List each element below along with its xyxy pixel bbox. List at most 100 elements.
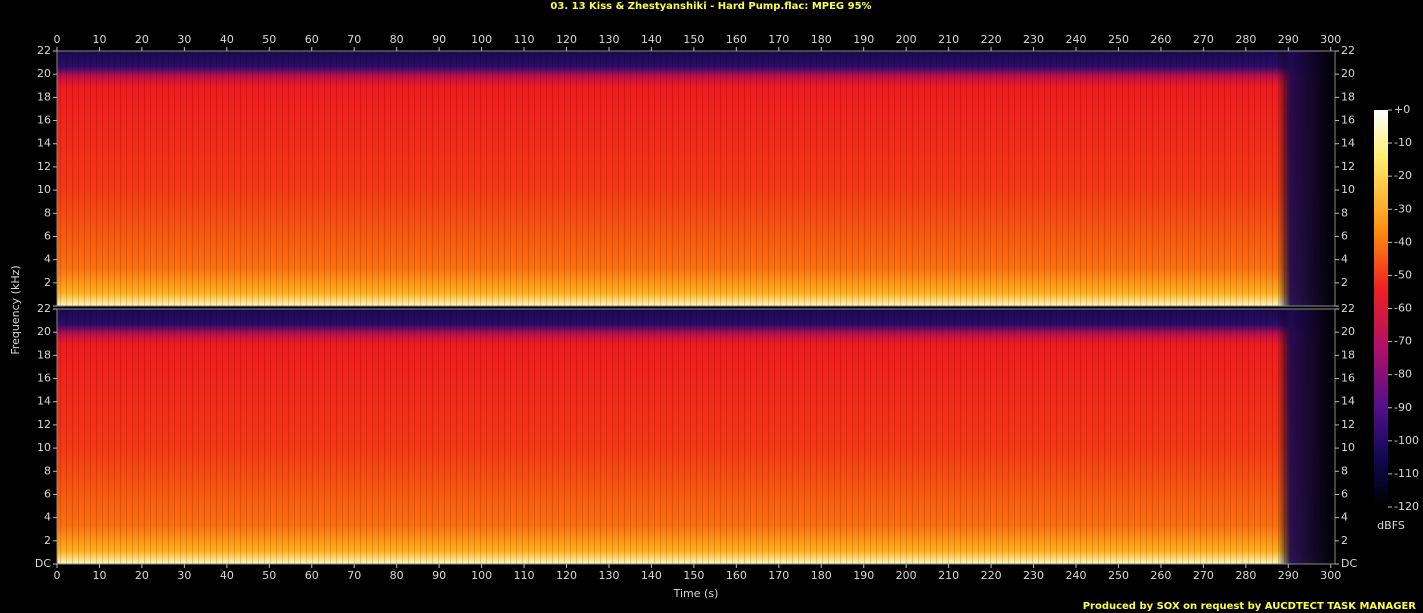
x-tick-label: 230 <box>1023 33 1044 46</box>
panel-frame <box>56 50 1336 307</box>
y-tick-label: 22 <box>1341 302 1355 315</box>
x-tick-label: 190 <box>853 569 874 582</box>
x-tick-label: 70 <box>347 569 361 582</box>
x-tick-label: 190 <box>853 33 874 46</box>
y-tick-label: 4 <box>1341 253 1348 266</box>
colorbar-tick-label: -60 <box>1394 302 1412 315</box>
x-tick-label: 50 <box>262 569 276 582</box>
colorbar <box>1374 110 1388 507</box>
x-tick-label: 100 <box>471 569 492 582</box>
y-tick-label: 14 <box>37 137 51 150</box>
colorbar-tick-label: -70 <box>1394 335 1412 348</box>
x-tick-label: 210 <box>938 33 959 46</box>
colorbar-tick-label: -80 <box>1394 368 1412 381</box>
x-tick-label: 90 <box>432 569 446 582</box>
x-tick-label: 150 <box>683 569 704 582</box>
x-tick-label: 0 <box>54 33 61 46</box>
x-tick-label: 230 <box>1023 569 1044 582</box>
y-tick-label: 8 <box>44 464 51 477</box>
x-tick-label: 80 <box>390 33 404 46</box>
x-tick-label: 10 <box>92 569 106 582</box>
y-tick-label: 22 <box>37 44 51 57</box>
y-tick-label: 20 <box>1341 325 1355 338</box>
x-tick-label: 240 <box>1066 33 1087 46</box>
x-tick-label: 70 <box>347 33 361 46</box>
x-tick-label: 270 <box>1193 33 1214 46</box>
colorbar-tick-label: -10 <box>1394 136 1412 149</box>
spectrogram-fade <box>57 309 1335 564</box>
y-tick-label: 12 <box>37 418 51 431</box>
x-tick-label: 260 <box>1150 33 1171 46</box>
x-tick-label: 160 <box>726 569 747 582</box>
x-tick-label: 250 <box>1108 33 1129 46</box>
y-tick-label: 2 <box>1341 534 1348 547</box>
y-tick-label: 4 <box>1341 511 1348 524</box>
x-tick-label: 110 <box>514 569 535 582</box>
y-tick-label: 22 <box>37 302 51 315</box>
colorbar-tick-label: -110 <box>1394 467 1419 480</box>
x-tick-label: 250 <box>1108 569 1129 582</box>
x-tick-label: 260 <box>1150 569 1171 582</box>
x-tick-label: 150 <box>683 33 704 46</box>
x-tick-label: 120 <box>556 569 577 582</box>
y-tick-label: 14 <box>1341 137 1355 150</box>
x-tick-label: 90 <box>432 33 446 46</box>
x-tick-label: 20 <box>135 33 149 46</box>
y-tick-label: 16 <box>1341 114 1355 127</box>
y-tick-label: 20 <box>37 325 51 338</box>
x-tick-label: 200 <box>896 569 917 582</box>
x-tick-label: 220 <box>981 33 1002 46</box>
y-tick-label: 16 <box>37 372 51 385</box>
x-tick-label: 40 <box>220 33 234 46</box>
y-tick-label: 6 <box>1341 487 1348 500</box>
y-tick-label: 8 <box>1341 464 1348 477</box>
x-tick-label: 170 <box>768 33 789 46</box>
colorbar-tick-label: -90 <box>1394 401 1412 414</box>
colorbar-tick-label: -30 <box>1394 202 1412 215</box>
x-tick-label: 300 <box>1320 569 1341 582</box>
x-tick-label: 130 <box>598 33 619 46</box>
footer: Produced by SOX on request by AUCDTECT T… <box>1083 601 1417 612</box>
y-tick-label: 16 <box>1341 372 1355 385</box>
colorbar-tick-label: -120 <box>1394 500 1419 513</box>
x-tick-label: 220 <box>981 569 1002 582</box>
x-tick-label: 110 <box>514 33 535 46</box>
y-tick-label: 6 <box>44 487 51 500</box>
y-tick-label: 12 <box>1341 160 1355 173</box>
panel-frame <box>56 308 1336 565</box>
x-tick-label: 140 <box>641 33 662 46</box>
y-tick-label: 6 <box>44 229 51 242</box>
x-tick-label: 10 <box>92 33 106 46</box>
y-tick-label: 14 <box>1341 395 1355 408</box>
y-tick-label: 12 <box>1341 418 1355 431</box>
x-tick-label: 30 <box>177 33 191 46</box>
x-tick-label: 40 <box>220 569 234 582</box>
x-tick-label: 170 <box>768 569 789 582</box>
colorbar-label: dBFS <box>1377 519 1405 532</box>
y-tick-label: 22 <box>1341 44 1355 57</box>
x-tick-label: 290 <box>1278 569 1299 582</box>
y-tick-label: 18 <box>1341 348 1355 361</box>
y-tick-label: 18 <box>1341 90 1355 103</box>
y-tick-label: 10 <box>1341 441 1355 454</box>
x-tick-label: 0 <box>54 569 61 582</box>
y-tick-label: DC <box>1341 557 1357 570</box>
chart-title: 03. 13 Kiss & Zhestyanshiki - Hard Pump.… <box>550 1 871 12</box>
y-tick-label: 18 <box>37 90 51 103</box>
x-tick-label: 100 <box>471 33 492 46</box>
x-tick-label: 240 <box>1066 569 1087 582</box>
x-tick-label: 300 <box>1320 33 1341 46</box>
y-tick-label: 4 <box>44 253 51 266</box>
y-tick-label: 20 <box>37 67 51 80</box>
y-tick-label: 12 <box>37 160 51 173</box>
y-tick-label: 2 <box>44 534 51 547</box>
x-tick-label: 20 <box>135 569 149 582</box>
spectrogram-fade <box>57 51 1335 306</box>
x-tick-label: 140 <box>641 569 662 582</box>
x-tick-label: 160 <box>726 33 747 46</box>
y-tick-label: 18 <box>37 348 51 361</box>
y-tick-label: 10 <box>1341 183 1355 196</box>
y-axis-label: Frequency (kHz) <box>9 265 22 354</box>
x-tick-label: 130 <box>598 569 619 582</box>
x-tick-label: 280 <box>1235 33 1256 46</box>
